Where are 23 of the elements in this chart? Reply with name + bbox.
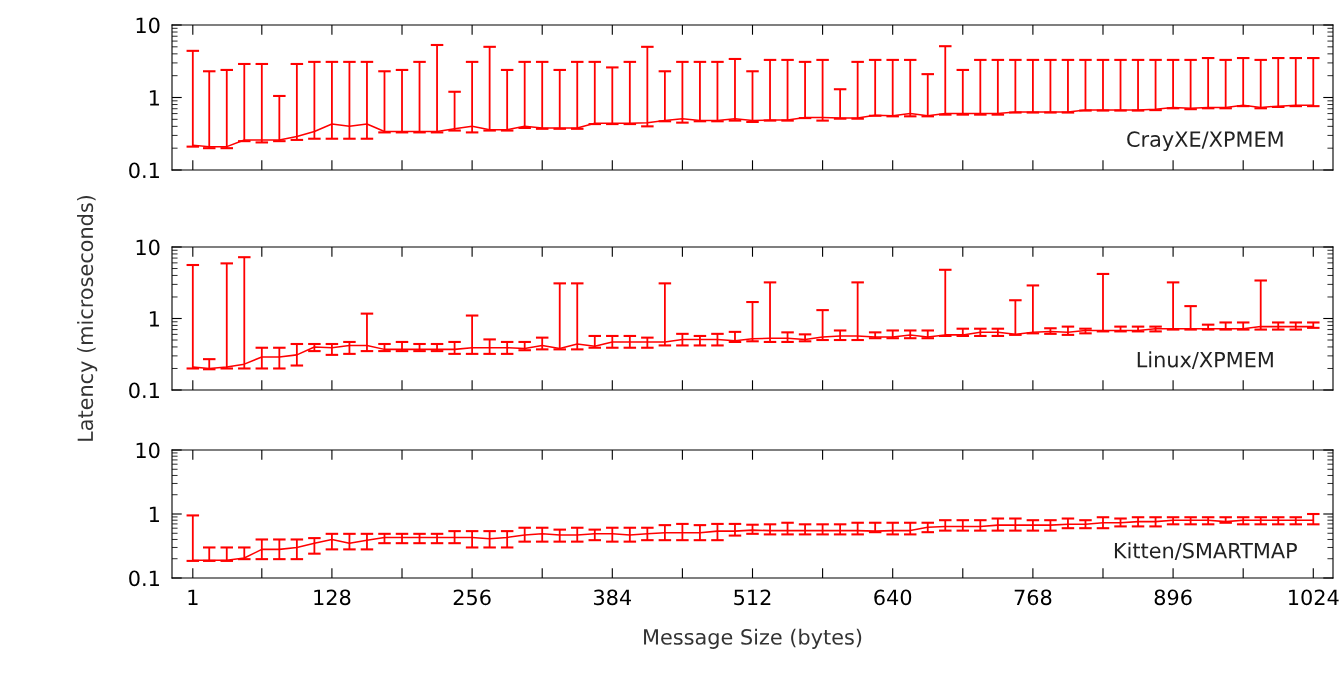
series-label: Kitten/SMARTMAP — [1114, 542, 1297, 561]
y-tick-label: 10 — [136, 17, 160, 34]
y-tick-label: 1 — [149, 311, 159, 327]
x-tick-label: 1 — [188, 589, 198, 605]
x-tick-label: 256 — [453, 589, 491, 606]
y-tick-label: 10 — [136, 442, 160, 459]
y-axis-title: Latency (microseconds) — [77, 195, 98, 441]
y-tick-label: 0.1 — [129, 162, 159, 179]
y-tick-label: 0.1 — [129, 570, 159, 587]
x-tick-label: 640 — [874, 589, 912, 606]
x-tick-label: 512 — [734, 589, 771, 606]
y-tick-label: 10 — [136, 239, 160, 256]
y-tick-label: 1 — [149, 90, 159, 106]
x-tick-label: 1024 — [1289, 589, 1339, 606]
x-tick-label: 896 — [1154, 589, 1192, 606]
series-label: CrayXE/XPMEM — [1127, 131, 1283, 152]
x-axis-title: Message Size (bytes) — [644, 628, 862, 649]
x-tick-label: 768 — [1014, 589, 1052, 606]
series-label: Linux/XPMEM — [1137, 351, 1273, 370]
y-tick-label: 1 — [149, 506, 159, 522]
y-tick-label: 0.1 — [129, 382, 159, 399]
x-tick-label: 128 — [314, 589, 351, 606]
x-tick-label: 384 — [594, 589, 632, 606]
